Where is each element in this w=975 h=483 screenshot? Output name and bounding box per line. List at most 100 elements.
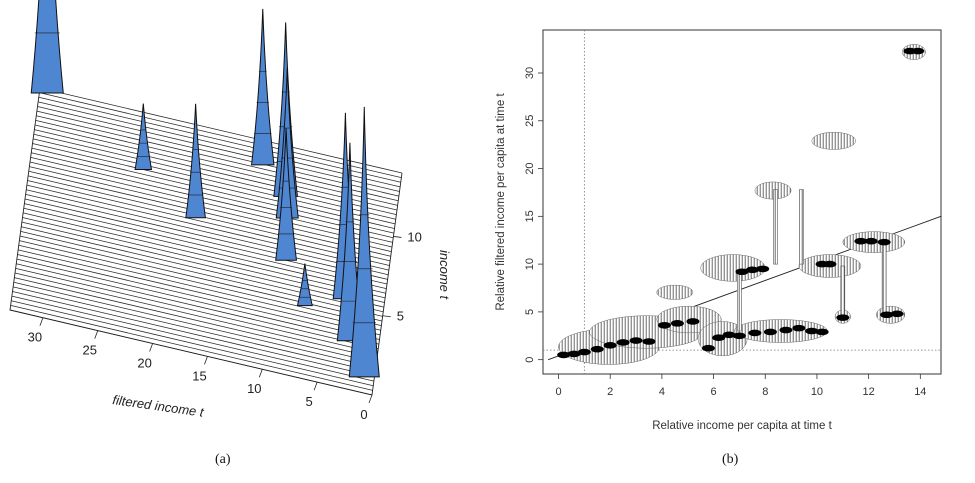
ridge-line xyxy=(29,166,392,252)
ridge-line xyxy=(14,272,378,359)
ridge-line xyxy=(26,184,389,271)
panel-a-y-ticks: 10 5 xyxy=(382,229,422,324)
surface-peak xyxy=(275,128,298,261)
ridge-line xyxy=(19,240,382,326)
x-tick-mark xyxy=(258,369,263,378)
y-tick-label: 30 xyxy=(524,67,536,79)
ridge-line xyxy=(14,277,377,363)
x-tick-label: 10 xyxy=(247,381,261,396)
ridge-line xyxy=(22,217,385,303)
ridge-line xyxy=(27,180,390,266)
shaded-region xyxy=(754,181,792,200)
x-tick-label: 6 xyxy=(711,386,717,398)
data-point xyxy=(745,266,759,274)
x-tick-label: 14 xyxy=(914,386,926,398)
region-bridge xyxy=(737,271,742,332)
ridge-line xyxy=(18,244,381,331)
ridge-line xyxy=(36,115,399,202)
ridge-line xyxy=(25,194,388,280)
plot-frame xyxy=(542,29,942,375)
x-tick-label: 0 xyxy=(360,407,367,422)
x-tick-label: 4 xyxy=(659,386,665,398)
region-bridges xyxy=(737,189,887,332)
ridge-line xyxy=(13,281,376,368)
ridge-line xyxy=(19,235,383,322)
ridge-line xyxy=(31,147,394,234)
panel-b-scatter-plot: 0 2 4 6 8 10 12 14 0 5 10 15 20 25 30 Relative income… xyxy=(495,29,942,432)
x-tick-label: 0 xyxy=(555,386,561,398)
data-point xyxy=(670,320,684,327)
y-tick-label: 10 xyxy=(407,229,421,244)
ridge-line xyxy=(28,175,391,262)
ridge-line xyxy=(33,138,396,225)
region-bridge xyxy=(773,189,778,265)
surface-peak xyxy=(30,0,64,94)
ridge-line xyxy=(39,92,402,178)
x-tick-label: 12 xyxy=(863,386,875,398)
data-point xyxy=(642,338,656,345)
data-point xyxy=(756,265,770,273)
data-point xyxy=(823,260,837,268)
data-point xyxy=(629,337,643,344)
ridge-line xyxy=(34,124,398,211)
y-tick-label: 10 xyxy=(524,258,536,270)
y-tick-label: 5 xyxy=(524,309,536,315)
data-points xyxy=(557,47,925,359)
ridge-line xyxy=(36,110,399,197)
data-point xyxy=(864,237,878,245)
x-tick-label: 30 xyxy=(28,330,42,345)
ridge-line xyxy=(13,286,376,373)
y-tick-label: 0 xyxy=(524,357,536,363)
shaded-region xyxy=(656,284,694,300)
surface-peak xyxy=(296,263,313,307)
surface-peak xyxy=(250,8,275,166)
y-tick-label: 25 xyxy=(524,115,536,127)
ridge-line xyxy=(23,212,386,299)
x-tick-mark xyxy=(94,330,99,339)
panel-a-x-ticks: 30 25 20 15 10 5 0 xyxy=(28,317,373,422)
y-tick-label: 5 xyxy=(397,309,404,324)
data-point xyxy=(877,238,891,246)
ridge-line xyxy=(12,291,375,377)
x-axis-label: Relative income per capita at time t xyxy=(652,420,832,432)
x-tick-label: 2 xyxy=(607,386,613,398)
ridge-line xyxy=(16,258,379,345)
ridge-line xyxy=(38,101,401,188)
data-point xyxy=(805,327,819,335)
data-point xyxy=(779,326,793,334)
region-bridge xyxy=(799,189,804,265)
data-point xyxy=(815,328,829,336)
x-tick-label: 15 xyxy=(192,368,206,383)
surface-peak xyxy=(134,103,153,171)
y-tick-mark xyxy=(393,236,402,238)
x-tick-label: 10 xyxy=(811,386,823,398)
x-tick-mark xyxy=(204,356,208,365)
ridge-line xyxy=(29,161,393,248)
data-point xyxy=(616,339,630,346)
ridge-line xyxy=(20,231,383,317)
data-point xyxy=(854,237,868,245)
panel-a-y-label: income t xyxy=(437,250,452,301)
shaded-region xyxy=(811,131,856,150)
region-bridge xyxy=(840,265,846,318)
x-tick-label: 8 xyxy=(762,386,768,398)
data-point xyxy=(732,332,746,340)
x-tick-mark xyxy=(313,381,318,391)
data-point xyxy=(735,268,749,276)
data-point xyxy=(567,350,581,358)
data-point xyxy=(748,329,762,337)
ridge-line xyxy=(18,249,381,336)
ridge-line xyxy=(21,221,384,308)
data-point xyxy=(603,342,617,349)
data-point xyxy=(722,331,736,339)
ridge-line xyxy=(11,300,374,387)
data-point xyxy=(657,321,671,329)
ridge-lines xyxy=(9,87,403,396)
data-point xyxy=(686,318,700,325)
data-point xyxy=(890,310,904,318)
ridge-line xyxy=(23,207,386,294)
x-tick-mark xyxy=(368,394,373,404)
ridge-line xyxy=(31,152,394,239)
data-point xyxy=(763,328,777,336)
